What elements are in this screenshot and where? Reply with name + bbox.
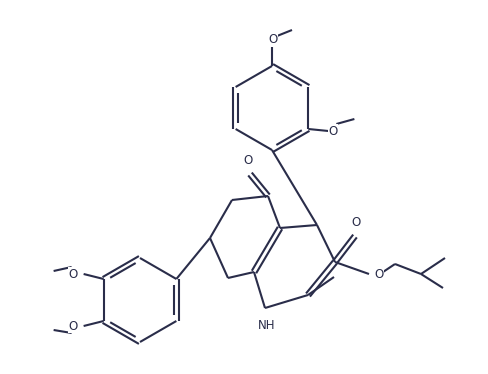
Text: O: O [374, 269, 383, 282]
Text: O: O [68, 319, 78, 332]
Text: O: O [328, 125, 338, 138]
Text: O: O [244, 154, 253, 167]
Text: O: O [268, 33, 278, 46]
Text: O: O [351, 216, 361, 229]
Text: NH: NH [258, 319, 276, 332]
Text: O: O [68, 267, 78, 280]
